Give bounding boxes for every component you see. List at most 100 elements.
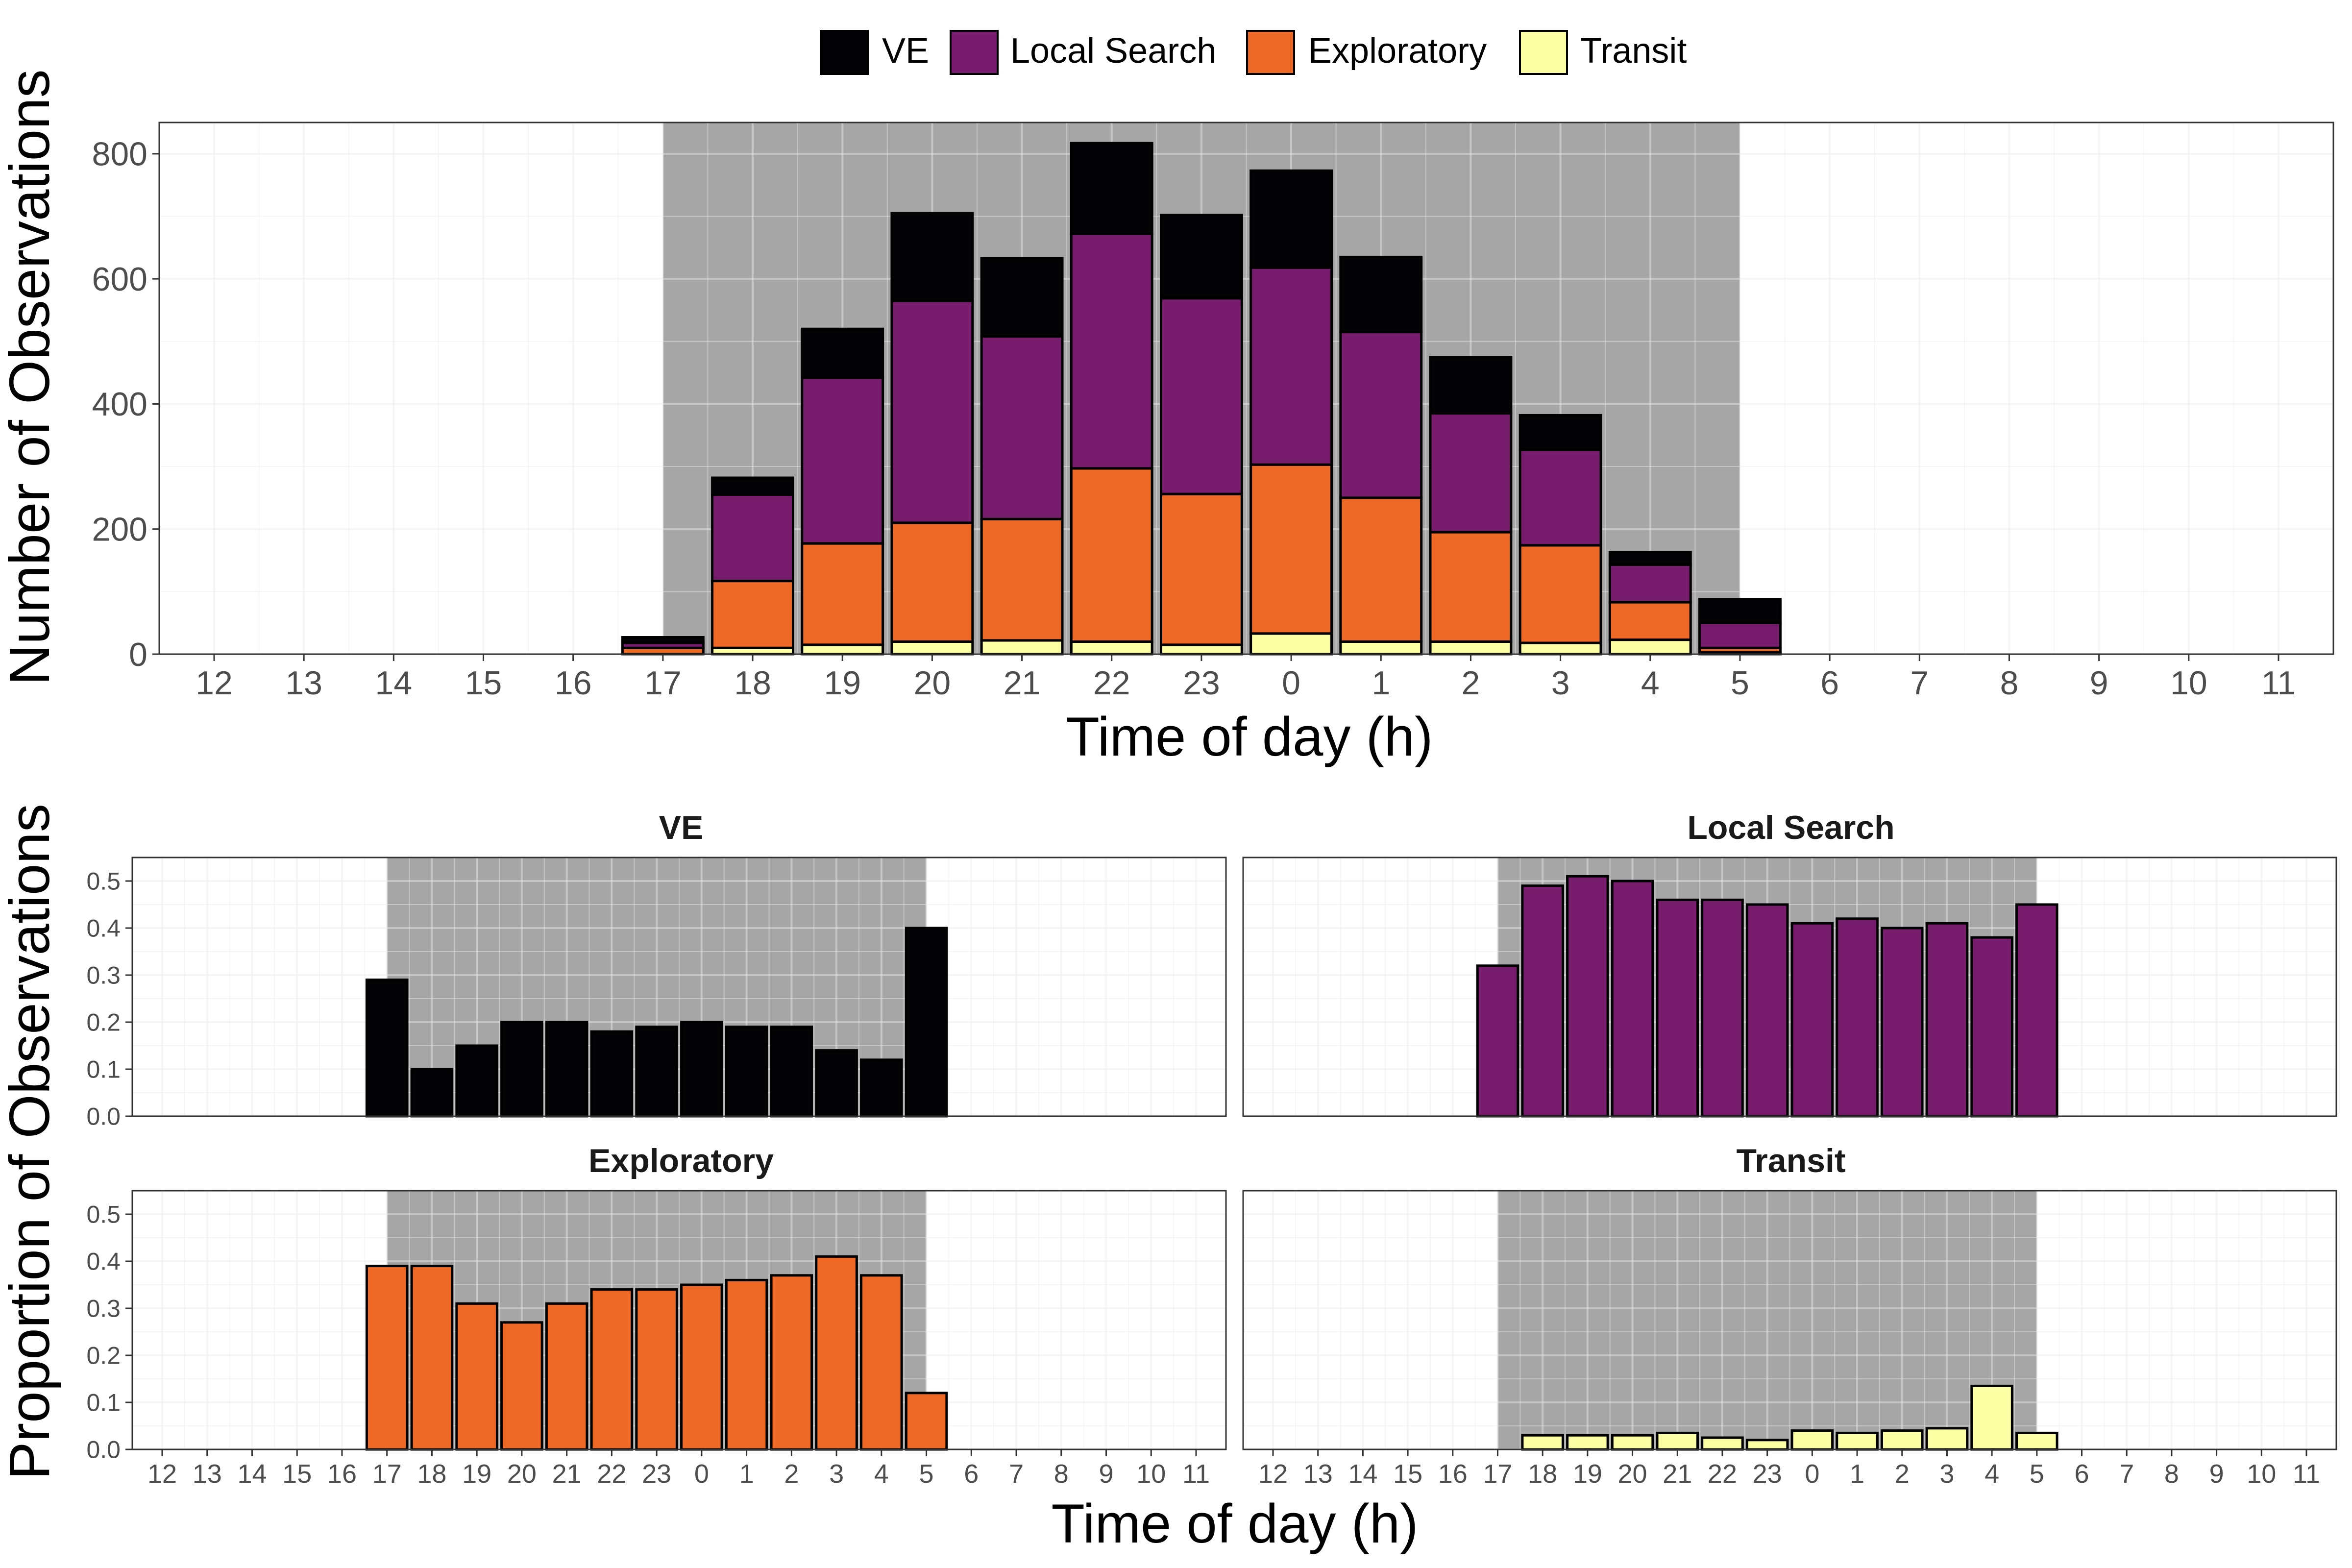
- facet-title-transit: Transit: [1737, 1142, 1846, 1179]
- facet-transit-xtick-label: 21: [1663, 1459, 1692, 1489]
- bar-exploratory-2: [1429, 531, 1513, 643]
- bar-ve-5: [1698, 598, 1782, 624]
- bar-transit-20: [1611, 1434, 1654, 1451]
- bar-local-search-1: [1836, 917, 1879, 1118]
- bar-transit-20: [890, 640, 974, 656]
- bar-exploratory-22: [590, 1288, 634, 1451]
- bar-local-search-0: [1790, 922, 1834, 1118]
- bar-exploratory-23: [1159, 492, 1243, 646]
- bar-local-search-20: [1611, 880, 1654, 1118]
- legend-item-ve: VE: [820, 30, 929, 75]
- bar-local-search-5: [2015, 903, 2058, 1118]
- bar-ve-22: [1070, 142, 1153, 235]
- facet-title-exploratory: Exploratory: [588, 1142, 774, 1179]
- legend-swatch-transit: [1519, 30, 1568, 75]
- legend-item-exploratory: Exploratory: [1246, 30, 1487, 75]
- bar-local-search-18: [711, 493, 794, 583]
- bar-ve-21: [980, 257, 1064, 338]
- facet-exploratory-xtick-label: 0: [694, 1459, 709, 1489]
- legend: VE Local Search Exploratory Transit: [820, 30, 1687, 75]
- count-chart-ytick-label: 0: [129, 636, 147, 673]
- facet-local-search-panel-border: [1242, 857, 2337, 1117]
- bar-transit-2: [1429, 640, 1513, 656]
- bar-local-search-22: [1701, 898, 1744, 1118]
- bar-transit-18: [1521, 1434, 1564, 1451]
- legend-item-local-search: Local Search: [950, 30, 1216, 75]
- facet-transit-xtick-label: 3: [1939, 1459, 1954, 1489]
- facet-transit-xtick-label: 23: [1753, 1459, 1782, 1489]
- facet-exploratory-xtick-label: 20: [507, 1459, 537, 1489]
- legend-label-transit: Transit: [1580, 31, 1687, 71]
- bar-local-search-3: [1519, 448, 1602, 547]
- facet-title-ve: VE: [659, 809, 704, 846]
- facet-transit-xtick-label: 7: [2119, 1459, 2134, 1489]
- bar-ve-18: [711, 476, 794, 496]
- bar-exploratory-19: [455, 1302, 498, 1451]
- facet-transit-xtick-label: 2: [1895, 1459, 1910, 1489]
- facet-panel-transit: 12 13 14 15 16 17 18 19 20 21 22 23 0 1 2 3 4 5 6 7 8 9 10 11: [1242, 1190, 2337, 1489]
- bar-ve-4: [860, 1058, 903, 1118]
- facet-exploratory-ytick-label: 0.5: [86, 1201, 121, 1228]
- bar-transit-23: [1159, 643, 1243, 656]
- bar-ve-23: [1159, 214, 1243, 300]
- bar-ve-5: [905, 927, 948, 1118]
- bar-local-search-22: [1070, 232, 1153, 470]
- facet-exploratory-xtick-label: 23: [642, 1459, 671, 1489]
- bar-local-search-19: [1566, 875, 1609, 1118]
- facet-ve-ytick-label: 0.2: [86, 1009, 121, 1036]
- facet-exploratory-xtick-label: 6: [964, 1459, 979, 1489]
- bar-exploratory-1: [1339, 496, 1423, 643]
- bar-exploratory-21: [545, 1302, 588, 1451]
- bar-transit-2: [1880, 1429, 1924, 1451]
- facet-exploratory-ytick-label: 0.4: [86, 1248, 121, 1275]
- facet-ve-ytick-label: 0.1: [86, 1056, 121, 1083]
- bar-ve-2: [770, 1026, 813, 1118]
- bar-transit-3: [1519, 641, 1602, 656]
- bar-local-search-3: [1925, 922, 1969, 1118]
- bar-transit-19: [801, 643, 884, 656]
- bar-ve-21: [545, 1021, 588, 1118]
- facet-transit-xtick-label: 22: [1708, 1459, 1737, 1489]
- count-chart-panel-border: [158, 122, 2334, 655]
- count-chart-xtick-label: 22: [1093, 664, 1130, 702]
- count-chart-xtick-label: 1: [1372, 664, 1390, 702]
- bar-ve-1: [725, 1026, 768, 1118]
- facet-panel-exploratory: 0.00.10.20.30.40.512 13 14 15 16 17 18 19 20 21 22…: [86, 1190, 1227, 1489]
- bar-ve-19: [801, 327, 884, 379]
- bar-ve-19: [455, 1044, 498, 1118]
- facet-transit-xtick-label: 15: [1393, 1459, 1422, 1489]
- bar-exploratory-0: [680, 1283, 723, 1451]
- bar-exploratory-5: [905, 1392, 948, 1451]
- facet-exploratory-xtick-label: 2: [784, 1459, 799, 1489]
- bar-ve-20: [500, 1021, 543, 1118]
- bar-ve-23: [635, 1026, 678, 1118]
- bar-transit-23: [1745, 1439, 1789, 1451]
- bar-transit-3: [1925, 1427, 1969, 1451]
- bar-exploratory-2: [770, 1274, 813, 1451]
- bar-transit-21: [1656, 1431, 1699, 1451]
- facet-ve-ytick-label: 0.3: [86, 962, 121, 989]
- bar-ve-18: [410, 1068, 454, 1118]
- bar-ve-17: [365, 979, 409, 1118]
- bar-local-search-5: [1698, 621, 1782, 649]
- facet-exploratory-xtick-label: 21: [552, 1459, 582, 1489]
- bar-local-search-2: [1429, 412, 1513, 534]
- facet-exploratory-xtick-label: 15: [282, 1459, 312, 1489]
- bar-ve-1: [1339, 255, 1423, 334]
- facet-exploratory-xtick-label: 14: [237, 1459, 267, 1489]
- facet-transit-xtick-label: 18: [1528, 1459, 1557, 1489]
- count-chart-ytick-label: 200: [92, 511, 147, 548]
- facet-exploratory-ytick-label: 0.1: [86, 1389, 121, 1417]
- bar-local-search-17: [1476, 964, 1519, 1118]
- count-chart-xtick-label: 0: [1282, 664, 1300, 702]
- facet-exploratory-xtick-label: 3: [829, 1459, 844, 1489]
- facet-transit-xtick-label: 11: [2293, 1459, 2320, 1489]
- facet-exploratory-panel-border: [131, 1190, 1227, 1450]
- facet-exploratory-xtick-label: 7: [1009, 1459, 1024, 1489]
- facet-transit-xtick-label: 10: [2247, 1459, 2276, 1489]
- bar-exploratory-18: [711, 580, 794, 649]
- bar-local-search-21: [980, 335, 1064, 520]
- legend-label-exploratory: Exploratory: [1308, 31, 1487, 71]
